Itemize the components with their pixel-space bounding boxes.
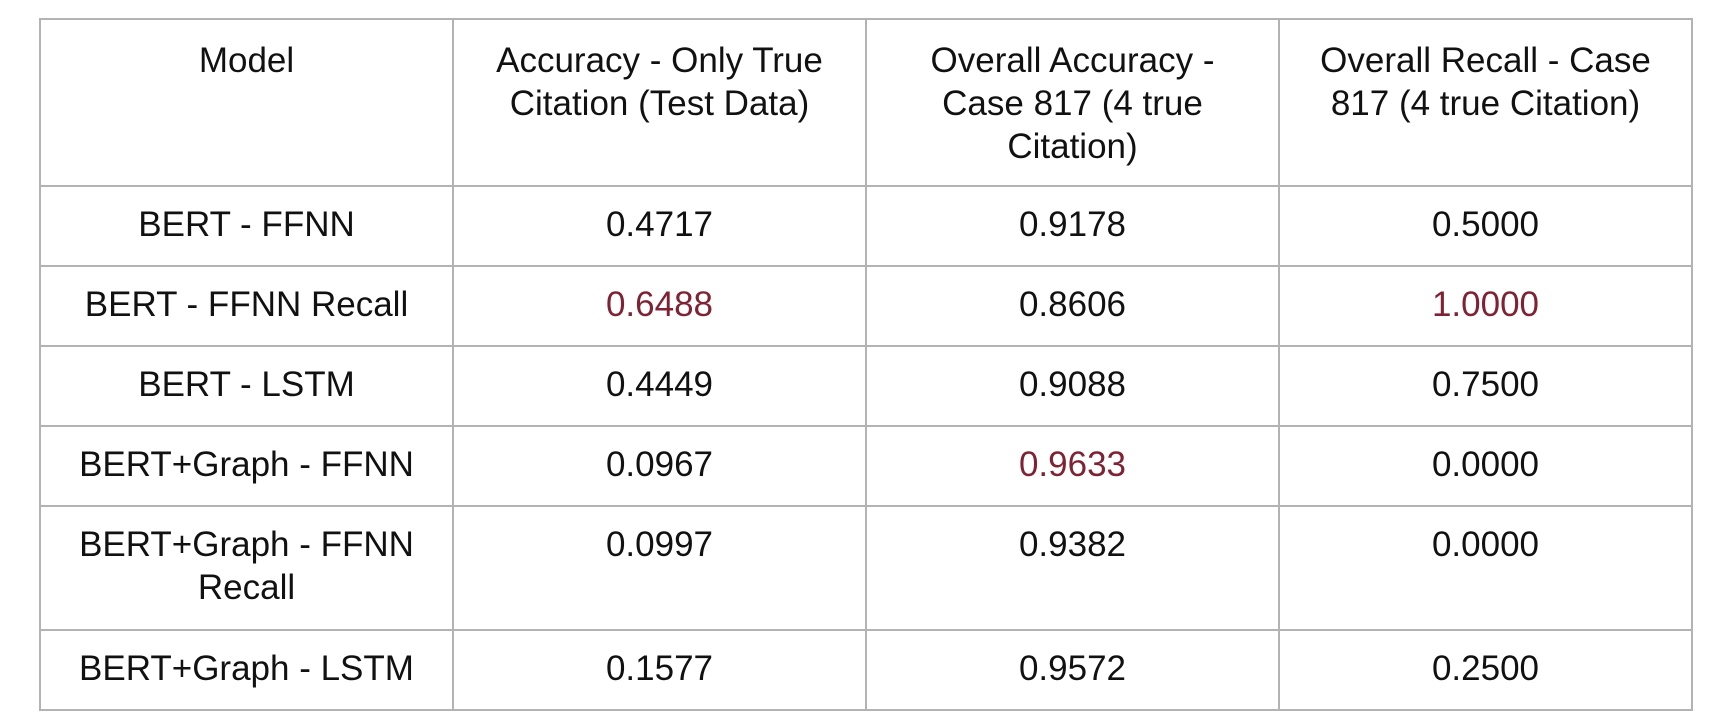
value-cell: 0.7500 [1278,345,1693,427]
highlighted-value-cell: 0.9633 [865,425,1280,507]
value-cell: 0.1577 [452,629,867,711]
value-cell: 0.4449 [452,345,867,427]
table-row: BERT+Graph - FFNN 0.0967 0.9633 0.0000 [39,425,1693,507]
highlighted-value-cell: 1.0000 [1278,265,1693,347]
value-cell: 0.9572 [865,629,1280,711]
value-cell: 0.0997 [452,505,867,631]
model-cell: BERT+Graph - FFNN Recall [39,505,454,631]
header-overall-accuracy: Overall Accuracy - Case 817 (4 true Cita… [865,18,1280,187]
value-cell: 0.4717 [452,185,867,267]
value-cell: 0.2500 [1278,629,1693,711]
value-cell: 0.5000 [1278,185,1693,267]
value-cell: 0.8606 [865,265,1280,347]
model-cell: BERT+Graph - LSTM [39,629,454,711]
model-cell: BERT - FFNN [39,185,454,267]
header-model: Model [39,18,454,187]
header-overall-recall: Overall Recall - Case 817 (4 true Citati… [1278,18,1693,187]
value-cell: 0.9178 [865,185,1280,267]
table-row: BERT - FFNN 0.4717 0.9178 0.5000 [39,185,1693,267]
table-row: BERT - LSTM 0.4449 0.9088 0.7500 [39,345,1693,427]
header-row: Model Accuracy - Only True Citation (Tes… [39,18,1693,187]
value-cell: 0.9088 [865,345,1280,427]
model-cell: BERT - FFNN Recall [39,265,454,347]
header-accuracy-true-citation: Accuracy - Only True Citation (Test Data… [452,18,867,187]
model-cell: BERT+Graph - FFNN [39,425,454,507]
model-cell: BERT - LSTM [39,345,454,427]
table-row: BERT+Graph - FFNN Recall 0.0997 0.9382 0… [39,505,1693,631]
value-cell: 0.9382 [865,505,1280,631]
table-row: BERT+Graph - LSTM 0.1577 0.9572 0.2500 [39,629,1693,711]
value-cell: 0.0000 [1278,505,1693,631]
value-cell: 0.0967 [452,425,867,507]
table-row: BERT - FFNN Recall 0.6488 0.8606 1.0000 [39,265,1693,347]
results-table: Model Accuracy - Only True Citation (Tes… [39,18,1693,711]
value-cell: 0.0000 [1278,425,1693,507]
highlighted-value-cell: 0.6488 [452,265,867,347]
